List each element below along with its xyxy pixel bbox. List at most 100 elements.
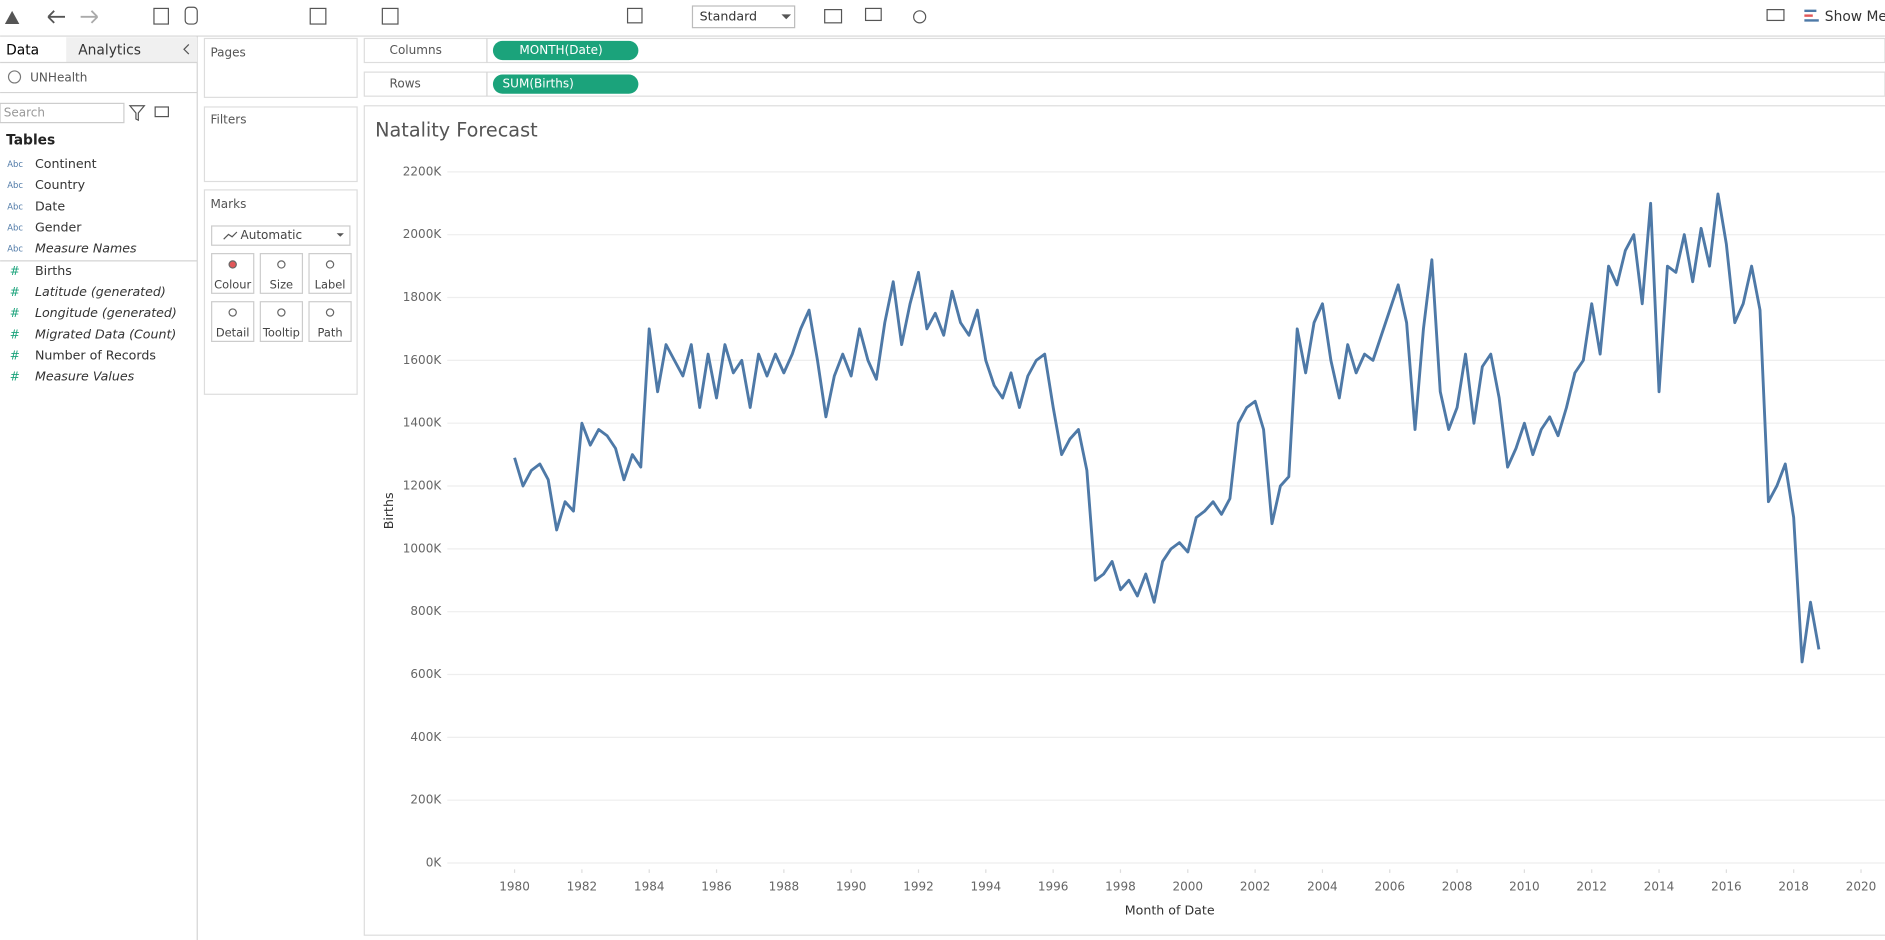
measure-field[interactable]: Latitude (generated) bbox=[35, 284, 166, 299]
mark-button-label: Colour bbox=[214, 277, 251, 291]
view-button[interactable] bbox=[154, 106, 169, 118]
field-icon: # bbox=[10, 306, 20, 320]
collapse-button[interactable] bbox=[183, 44, 190, 55]
x-tick-label: 2006 bbox=[1374, 880, 1405, 894]
mark-button-label: Size bbox=[270, 277, 293, 291]
x-tick-label: 1986 bbox=[701, 880, 732, 894]
x-tick-label: 2004 bbox=[1307, 880, 1338, 894]
undo-button[interactable] bbox=[47, 10, 66, 24]
format-painter[interactable] bbox=[1766, 9, 1785, 22]
filters-card[interactable] bbox=[203, 106, 358, 183]
dimension-field[interactable]: Gender bbox=[35, 219, 82, 234]
measure-field[interactable]: Longitude (generated) bbox=[35, 305, 177, 320]
y-tick-label: 1000K bbox=[403, 541, 443, 555]
y-tick-label: 1200K bbox=[403, 479, 443, 493]
x-tick-label: 2008 bbox=[1442, 880, 1473, 894]
field-icon: # bbox=[10, 264, 20, 278]
x-tick-label: 2002 bbox=[1240, 880, 1271, 894]
mark-button-label: Tooltip bbox=[262, 325, 300, 339]
pill-label: MONTH(Date) bbox=[519, 43, 602, 57]
x-tick-label: 2012 bbox=[1576, 880, 1607, 894]
redo-button[interactable] bbox=[80, 10, 99, 24]
x-tick-label: 2020 bbox=[1846, 880, 1877, 894]
show-me-button[interactable]: Show Me bbox=[1804, 9, 1885, 25]
x-axis-title: Month of Date bbox=[1125, 903, 1215, 918]
mark-button[interactable] bbox=[259, 301, 304, 342]
field-list: Abc Continent Abc Country Abc Date Abc Gender Ab… bbox=[0, 156, 198, 383]
plot: 0K 200K 400K 600K 800K 1000K 1200K 1400K 1600K 18… bbox=[403, 164, 1885, 894]
measure-field[interactable]: Births bbox=[35, 263, 72, 278]
y-tick-label: 1600K bbox=[403, 353, 443, 367]
presentation-mode[interactable] bbox=[864, 7, 882, 22]
measure-field[interactable]: Measure Values bbox=[35, 368, 135, 383]
mark-button-icon bbox=[277, 308, 286, 317]
shelf-label: Columns bbox=[390, 43, 442, 57]
y-tick-label: 400K bbox=[410, 730, 442, 744]
new-data-source[interactable] bbox=[184, 6, 198, 25]
mark-buttons: Colour Size Label Detail Tooltip Path bbox=[211, 253, 352, 342]
filter-button[interactable] bbox=[128, 105, 146, 122]
mark-button-icon bbox=[228, 308, 237, 317]
fit-label: Standard bbox=[700, 8, 757, 23]
card-title: Marks bbox=[210, 197, 246, 211]
tab[interactable]: Analytics bbox=[78, 42, 141, 58]
dimension-field[interactable]: Continent bbox=[35, 156, 97, 171]
field-icon: # bbox=[10, 285, 20, 299]
columns-pill[interactable] bbox=[492, 40, 639, 61]
mark-button-icon bbox=[228, 260, 237, 269]
y-tick-label: 200K bbox=[410, 793, 442, 807]
field-icon: Abc bbox=[7, 201, 23, 211]
data-line bbox=[513, 192, 1821, 664]
measure-field[interactable]: Migrated Data (Count) bbox=[35, 326, 176, 341]
view-area bbox=[363, 105, 1885, 936]
y-tick-label: 0K bbox=[426, 856, 443, 870]
x-tick-label: 1998 bbox=[1105, 880, 1136, 894]
card-title: Filters bbox=[210, 113, 246, 127]
data-source-icon bbox=[7, 70, 22, 84]
analytics-tab-bg bbox=[66, 37, 198, 63]
show-me-label: Show Me bbox=[1825, 9, 1885, 25]
dropdown-arrow bbox=[781, 14, 792, 20]
share-button[interactable] bbox=[913, 10, 927, 24]
x-tick-label: 1984 bbox=[634, 880, 665, 894]
mark-type-dropdown[interactable] bbox=[211, 225, 351, 246]
search-placeholder: Search bbox=[4, 105, 45, 119]
home-button[interactable] bbox=[4, 10, 20, 25]
mark-button-icon bbox=[325, 260, 335, 269]
dimension-field[interactable]: Date bbox=[35, 198, 65, 213]
mark-button-label: Detail bbox=[216, 325, 250, 339]
show-me-icon bbox=[1804, 14, 1813, 17]
annotate-button[interactable] bbox=[626, 7, 643, 24]
tab[interactable]: Data bbox=[6, 42, 39, 58]
new-worksheet[interactable] bbox=[309, 7, 327, 25]
data-source-name[interactable]: UNHealth bbox=[30, 71, 87, 85]
pages-card[interactable] bbox=[203, 37, 358, 98]
x-tick-label: 2014 bbox=[1644, 880, 1675, 894]
field-icon: # bbox=[10, 348, 20, 362]
shelf-label: Rows bbox=[390, 77, 421, 91]
tables-heading: Tables bbox=[6, 133, 55, 149]
clear-sheet[interactable] bbox=[381, 7, 399, 25]
chart-title: Natality Forecast bbox=[375, 119, 538, 142]
x-tick-label: 2000 bbox=[1172, 880, 1203, 894]
x-tick-label: 1988 bbox=[769, 880, 800, 894]
field-icon: Abc bbox=[7, 159, 23, 169]
y-tick-label: 600K bbox=[410, 667, 442, 681]
search-box[interactable] bbox=[0, 102, 125, 124]
y-tick-label: 1400K bbox=[403, 416, 443, 430]
fit-dropdown[interactable] bbox=[691, 5, 796, 29]
dimension-field[interactable]: Country bbox=[35, 177, 86, 192]
x-tick-label: 1980 bbox=[499, 880, 530, 894]
y-tick-label: 1800K bbox=[403, 290, 443, 304]
x-tick-label: 1982 bbox=[567, 880, 598, 894]
rows-pill[interactable] bbox=[492, 74, 639, 94]
dimension-field[interactable]: Measure Names bbox=[35, 240, 137, 255]
measure-field[interactable]: Number of Records bbox=[35, 347, 156, 362]
x-tick-label: 1992 bbox=[903, 880, 934, 894]
field-icon: Abc bbox=[7, 222, 23, 232]
show-cards[interactable] bbox=[824, 9, 843, 24]
x-tick-label: 2016 bbox=[1711, 880, 1742, 894]
mark-button-icon bbox=[277, 260, 286, 269]
save-button[interactable] bbox=[153, 7, 169, 25]
